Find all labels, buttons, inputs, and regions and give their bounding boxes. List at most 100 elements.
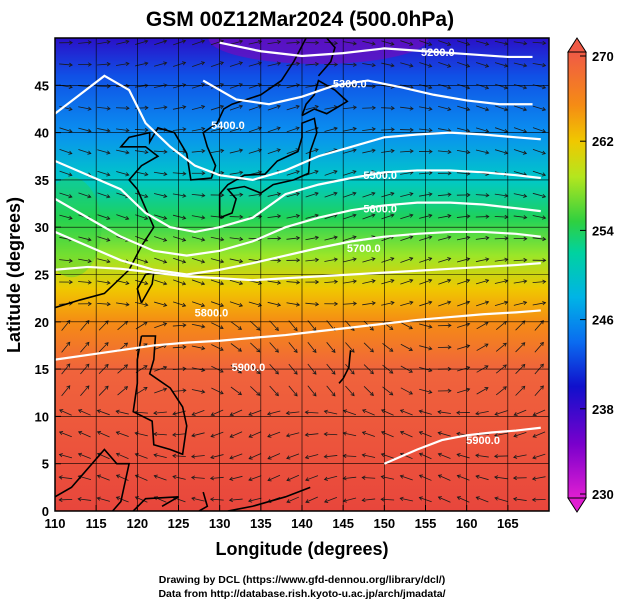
wind-arrow-head <box>266 411 272 416</box>
x-tick-label: 140 <box>291 516 313 531</box>
wind-arrow-head <box>295 61 301 66</box>
wind-arrow-head <box>219 281 225 286</box>
wind-arrow-head <box>87 62 92 67</box>
wind-arrow <box>191 455 205 458</box>
wind-arrow-head <box>314 213 319 218</box>
wind-arrow-head <box>123 342 129 347</box>
wind-arrow-head <box>305 499 310 504</box>
wind-arrow-head <box>182 127 187 132</box>
wind-arrow-head <box>68 194 73 199</box>
wind-arrow-head <box>106 259 111 264</box>
wind-arrow-head <box>276 104 281 109</box>
wind-arrow <box>400 171 414 175</box>
wind-arrow-head <box>295 191 300 197</box>
wind-arrow <box>154 279 167 285</box>
wind-arrow <box>286 215 300 219</box>
wind-arrow-head <box>485 128 490 133</box>
wind-arrow-head <box>68 150 73 155</box>
wind-arrow <box>248 409 262 416</box>
wind-arrow-head <box>125 172 130 177</box>
wind-arrow-head <box>77 409 83 414</box>
wind-arrow <box>229 475 243 480</box>
wind-arrow <box>305 302 319 305</box>
wind-arrow-head <box>229 476 234 481</box>
wind-arrow-head <box>115 431 120 436</box>
wind-arrow-head <box>104 342 109 347</box>
wind-arrow <box>400 387 413 395</box>
wind-arrow <box>192 409 205 416</box>
wind-arrow <box>513 454 527 458</box>
wind-arrow <box>381 257 394 263</box>
contour-label: 5600.0 <box>363 203 397 215</box>
wind-arrow <box>78 236 92 241</box>
wind-arrow-head <box>106 215 111 221</box>
wind-arrow-head <box>503 107 509 112</box>
wind-arrow-head <box>323 432 328 437</box>
wind-arrow-head <box>237 369 242 374</box>
wind-arrow <box>210 301 224 307</box>
wind-arrow-head <box>523 215 528 220</box>
contour-line <box>219 41 533 59</box>
wind-arrow <box>438 105 451 111</box>
wind-arrow-head <box>295 83 301 88</box>
wind-streamlines <box>58 39 547 504</box>
wind-arrow-head <box>428 149 433 154</box>
wind-arrow-head <box>389 347 394 352</box>
wind-arrow-head <box>201 171 206 176</box>
wind-arrow-head <box>238 148 244 153</box>
wind-arrow-head <box>219 83 225 88</box>
wind-arrow <box>248 301 262 307</box>
wind-arrow-head <box>315 62 320 67</box>
wind-arrow <box>286 432 300 437</box>
wind-arrow <box>210 476 224 479</box>
y-axis-label: Latitude (degrees) <box>4 197 24 353</box>
wind-arrow <box>457 453 470 459</box>
wind-arrow-head <box>371 191 376 196</box>
wind-arrow-head <box>466 150 471 155</box>
wind-arrow-head <box>163 171 168 176</box>
wind-arrow-head <box>428 106 433 111</box>
wind-arrow-head <box>513 454 518 459</box>
wind-arrow-head <box>134 496 140 501</box>
wind-arrow-head <box>293 327 298 332</box>
wind-arrow <box>117 386 128 396</box>
wind-arrow-head <box>153 453 158 458</box>
wind-arrow-head <box>485 257 490 262</box>
wind-arrow-head <box>144 105 149 110</box>
wind-arrow <box>437 193 451 197</box>
wind-arrow-head <box>286 477 291 482</box>
wind-arrow-head <box>513 412 518 417</box>
wind-arrow <box>116 63 129 66</box>
wind-arrow <box>230 431 243 438</box>
wind-arrow-head <box>267 477 272 482</box>
wind-arrow-head <box>523 257 528 263</box>
wind-arrow-head <box>428 324 433 329</box>
wind-arrow <box>78 498 92 501</box>
wind-arrow <box>438 453 451 459</box>
wind-arrow <box>305 475 319 481</box>
wind-arrow-head <box>466 214 471 219</box>
contour-line <box>55 309 541 361</box>
wind-arrow-head <box>144 259 149 264</box>
wind-arrow-head <box>371 279 376 284</box>
wind-arrow-head <box>494 475 499 480</box>
wind-arrow <box>513 301 527 306</box>
wind-arrow-head <box>523 193 528 198</box>
wind-arrow-head <box>371 62 376 68</box>
x-tick-label: 155 <box>415 516 437 531</box>
wind-arrow <box>437 411 451 414</box>
wind-arrow <box>248 497 262 502</box>
wind-arrow <box>438 279 451 285</box>
wind-arrow-head <box>484 387 489 391</box>
wind-arrow-head <box>418 409 423 414</box>
wind-arrow <box>191 345 205 350</box>
wind-arrow-head <box>409 257 414 262</box>
wind-arrow <box>532 281 546 284</box>
wind-arrow <box>513 259 527 262</box>
wind-arrow <box>229 194 243 196</box>
wind-arrow <box>438 83 451 89</box>
wind-arrow-head <box>87 128 92 133</box>
wind-arrow <box>116 214 129 220</box>
chart-title: GSM 00Z12Mar2024 (500.0hPa) <box>146 8 454 31</box>
